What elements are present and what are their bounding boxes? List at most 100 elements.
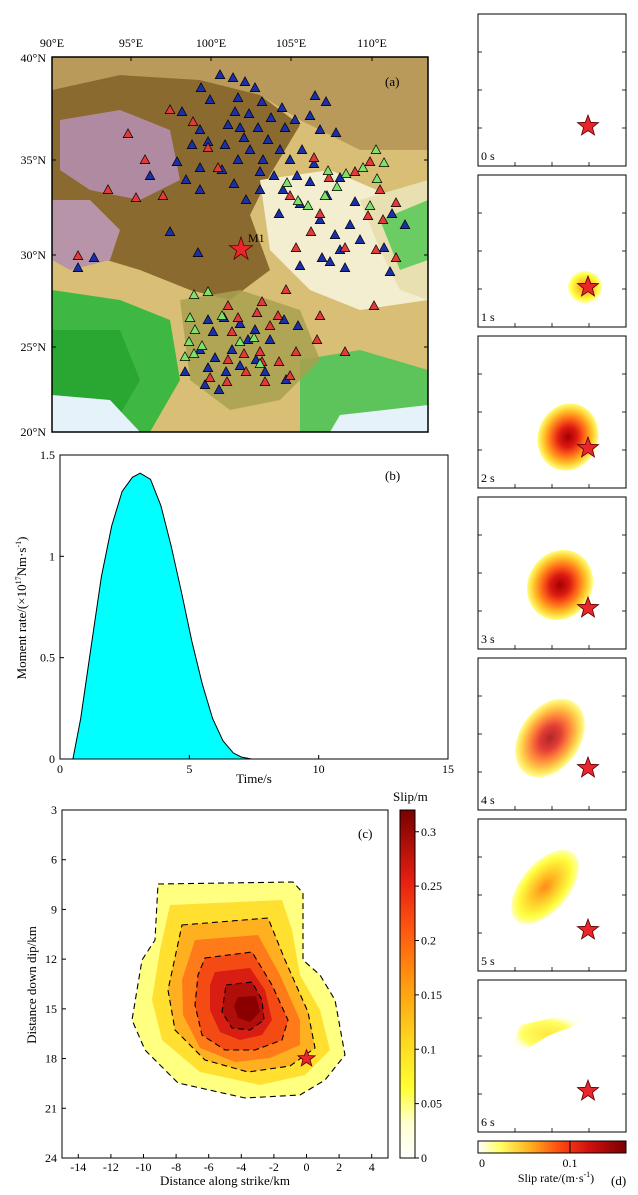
colorbar-tick: 0.05 bbox=[421, 1097, 442, 1111]
station-triangle bbox=[212, 162, 224, 172]
station-triangle bbox=[184, 312, 196, 322]
station-triangle bbox=[226, 344, 238, 354]
station-triangle bbox=[72, 262, 84, 272]
station-triangle bbox=[194, 162, 206, 172]
station-triangle bbox=[249, 324, 261, 334]
lat-tick: 40°N bbox=[21, 51, 47, 65]
station-triangle bbox=[179, 366, 191, 376]
station-triangle bbox=[202, 362, 214, 372]
station-triangle bbox=[259, 376, 271, 386]
station-triangle bbox=[244, 144, 256, 154]
station-triangle bbox=[180, 174, 192, 184]
station-triangle bbox=[322, 165, 334, 175]
station-triangle bbox=[221, 376, 233, 386]
snapshot-1 bbox=[477, 174, 627, 328]
station-triangle bbox=[254, 166, 266, 176]
station-triangle bbox=[265, 112, 277, 122]
y-tick-label: 1.5 bbox=[40, 448, 55, 462]
station-triangle bbox=[323, 172, 335, 182]
hypocenter-star bbox=[576, 755, 600, 778]
station-triangle bbox=[171, 156, 183, 166]
lon-tick: 90°E bbox=[40, 36, 64, 50]
station-triangle bbox=[234, 318, 246, 328]
station-triangle bbox=[371, 173, 383, 183]
slip-colorbar bbox=[399, 809, 416, 1159]
station-triangle bbox=[340, 168, 352, 178]
panel-label-d: (d) bbox=[611, 1173, 626, 1188]
y-tick-label: 0 bbox=[49, 752, 55, 766]
station-triangle bbox=[164, 104, 176, 114]
hypocenter-star bbox=[576, 274, 600, 297]
moment-rate-axes: 0 5 10 15 0 0.5 1 1.5 bbox=[40, 448, 454, 776]
station-triangle bbox=[290, 242, 302, 252]
station-triangle bbox=[378, 157, 390, 167]
y-tick-label: 6 bbox=[51, 853, 57, 867]
station-triangle bbox=[309, 90, 321, 100]
y-tick-label: 12 bbox=[45, 952, 57, 966]
station-triangle bbox=[195, 82, 207, 92]
station-triangle bbox=[277, 184, 289, 194]
snapshot-time-label: 3 s bbox=[481, 632, 495, 646]
x-axis-label: Distance along strike/km bbox=[160, 1173, 290, 1188]
station-triangle bbox=[144, 170, 156, 180]
station-triangle bbox=[331, 181, 343, 191]
station-triangle bbox=[254, 358, 266, 368]
station-triangle bbox=[234, 360, 246, 370]
station-triangle bbox=[280, 284, 292, 294]
lon-tick: 105°E bbox=[276, 36, 306, 50]
station-triangle bbox=[362, 210, 374, 220]
station-triangle bbox=[354, 234, 366, 244]
station-triangle bbox=[207, 326, 219, 336]
station-triangle bbox=[279, 122, 291, 132]
station-triangle bbox=[187, 116, 199, 126]
station-triangle bbox=[291, 170, 303, 180]
station-triangle bbox=[386, 208, 398, 218]
x-tick-label: -14 bbox=[70, 1160, 86, 1174]
lat-tick: 20°N bbox=[21, 425, 47, 439]
station-triangle bbox=[232, 154, 244, 164]
station-triangle bbox=[102, 184, 114, 194]
station-triangle bbox=[302, 200, 314, 210]
station-triangle bbox=[240, 194, 252, 204]
station-triangle bbox=[202, 142, 214, 152]
snapshot-6 bbox=[477, 979, 627, 1133]
lon-tick: 100°E bbox=[196, 36, 226, 50]
y-tick-label: 3 bbox=[51, 803, 57, 817]
station-triangle bbox=[254, 184, 266, 194]
station-triangle bbox=[252, 122, 264, 132]
station-triangle bbox=[179, 351, 191, 361]
x-tick-label: -10 bbox=[136, 1160, 152, 1174]
station-triangle bbox=[339, 242, 351, 252]
lon-tick: 95°E bbox=[119, 36, 143, 50]
station-triangle bbox=[228, 178, 240, 188]
station-triangle bbox=[176, 106, 188, 116]
x-tick-label: 10 bbox=[313, 762, 325, 776]
slip-colorbar-ticks: 0.3 0.25 0.2 0.15 0.1 0.05 0 bbox=[415, 825, 442, 1165]
station-triangle bbox=[357, 162, 369, 172]
snapshot-5 bbox=[477, 818, 627, 972]
station-triangle bbox=[204, 94, 216, 104]
station-triangle bbox=[259, 366, 271, 376]
station-triangle bbox=[289, 114, 301, 124]
x-tick-label: -8 bbox=[171, 1160, 181, 1174]
station-triangle bbox=[157, 190, 169, 200]
station-triangle bbox=[311, 334, 323, 344]
station-triangle bbox=[314, 310, 326, 320]
station-triangle bbox=[274, 144, 286, 154]
colorbar-tick: 0.1 bbox=[421, 1042, 436, 1056]
slip-rate-colorbar bbox=[477, 1140, 627, 1154]
station-triangle bbox=[330, 127, 342, 137]
station-triangle bbox=[374, 184, 386, 194]
station-triangle bbox=[122, 128, 134, 138]
epicenter-star bbox=[228, 235, 254, 261]
snapshot-time-label: 1 s bbox=[481, 310, 495, 324]
station-triangle bbox=[130, 192, 142, 202]
station-triangle bbox=[377, 214, 389, 224]
station-triangle bbox=[256, 96, 268, 106]
station-triangle bbox=[251, 307, 263, 317]
station-triangle bbox=[227, 72, 239, 82]
station-triangle bbox=[344, 219, 356, 229]
